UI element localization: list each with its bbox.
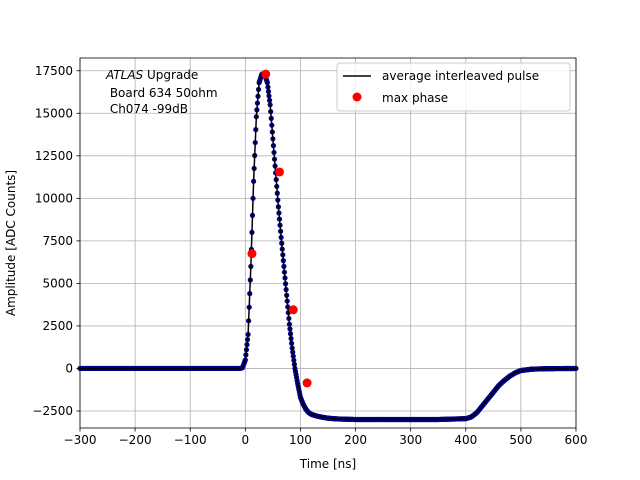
annotation-channel: Ch074 -99dB xyxy=(106,102,188,116)
y-tick-label: 5000 xyxy=(42,276,73,290)
max-phase-point xyxy=(247,249,257,259)
max-phase-point xyxy=(302,378,312,388)
annotation-experiment: ATLAS xyxy=(105,68,144,82)
legend-label-average-pulse: average interleaved pulse xyxy=(382,69,539,83)
annotation-upgrade: Upgrade xyxy=(143,68,198,82)
x-tick-label: −300 xyxy=(64,433,97,447)
grid-lines xyxy=(79,58,577,428)
y-tick-label: 17500 xyxy=(35,64,73,78)
max-phase-point xyxy=(275,167,285,177)
y-tick-label: 7500 xyxy=(42,234,73,248)
max-phase-point xyxy=(261,69,271,79)
x-tick-label: 500 xyxy=(509,433,532,447)
x-tick-label: 600 xyxy=(565,433,588,447)
y-axis: −2500 0 2500 5000 7500 10000 12500 15000 17500 xyxy=(32,64,80,418)
legend-marker-swatch xyxy=(352,92,362,102)
average-pulse-line xyxy=(80,73,577,421)
x-tick-label: 400 xyxy=(454,433,477,447)
y-tick-label: 12500 xyxy=(35,149,73,163)
x-tick-label: −100 xyxy=(174,433,207,447)
x-tick-label: 0 xyxy=(242,433,250,447)
max-phase-point xyxy=(288,305,298,315)
legend-box xyxy=(336,62,571,112)
annotation-text: ATLAS Upgrade Board 634 50ohm Ch074 -99d… xyxy=(105,68,218,116)
y-axis-label: Amplitude [ADC Counts] xyxy=(4,170,18,316)
x-axis-label: Time [ns] xyxy=(299,457,356,471)
legend-label-max-phase: max phase xyxy=(382,91,448,105)
x-tick-label: −200 xyxy=(119,433,152,447)
svg-text:ATLAS Upgrade: ATLAS Upgrade xyxy=(105,68,198,82)
x-tick-label: 300 xyxy=(399,433,422,447)
plot-frame xyxy=(79,57,577,429)
legend: average interleaved pulse max phase xyxy=(336,62,571,112)
y-tick-label: 0 xyxy=(65,361,73,375)
y-tick-label: 15000 xyxy=(35,106,73,120)
x-tick-label: 100 xyxy=(289,433,312,447)
y-tick-label: −2500 xyxy=(32,404,73,418)
x-tick-label: 200 xyxy=(344,433,367,447)
y-tick-label: 10000 xyxy=(35,191,73,205)
x-axis: −300 −200 −100 0 100 200 300 400 500 600 xyxy=(64,428,588,447)
y-tick-label: 2500 xyxy=(42,319,73,333)
annotation-board: Board 634 50ohm xyxy=(106,86,218,100)
plot-data xyxy=(77,69,579,423)
